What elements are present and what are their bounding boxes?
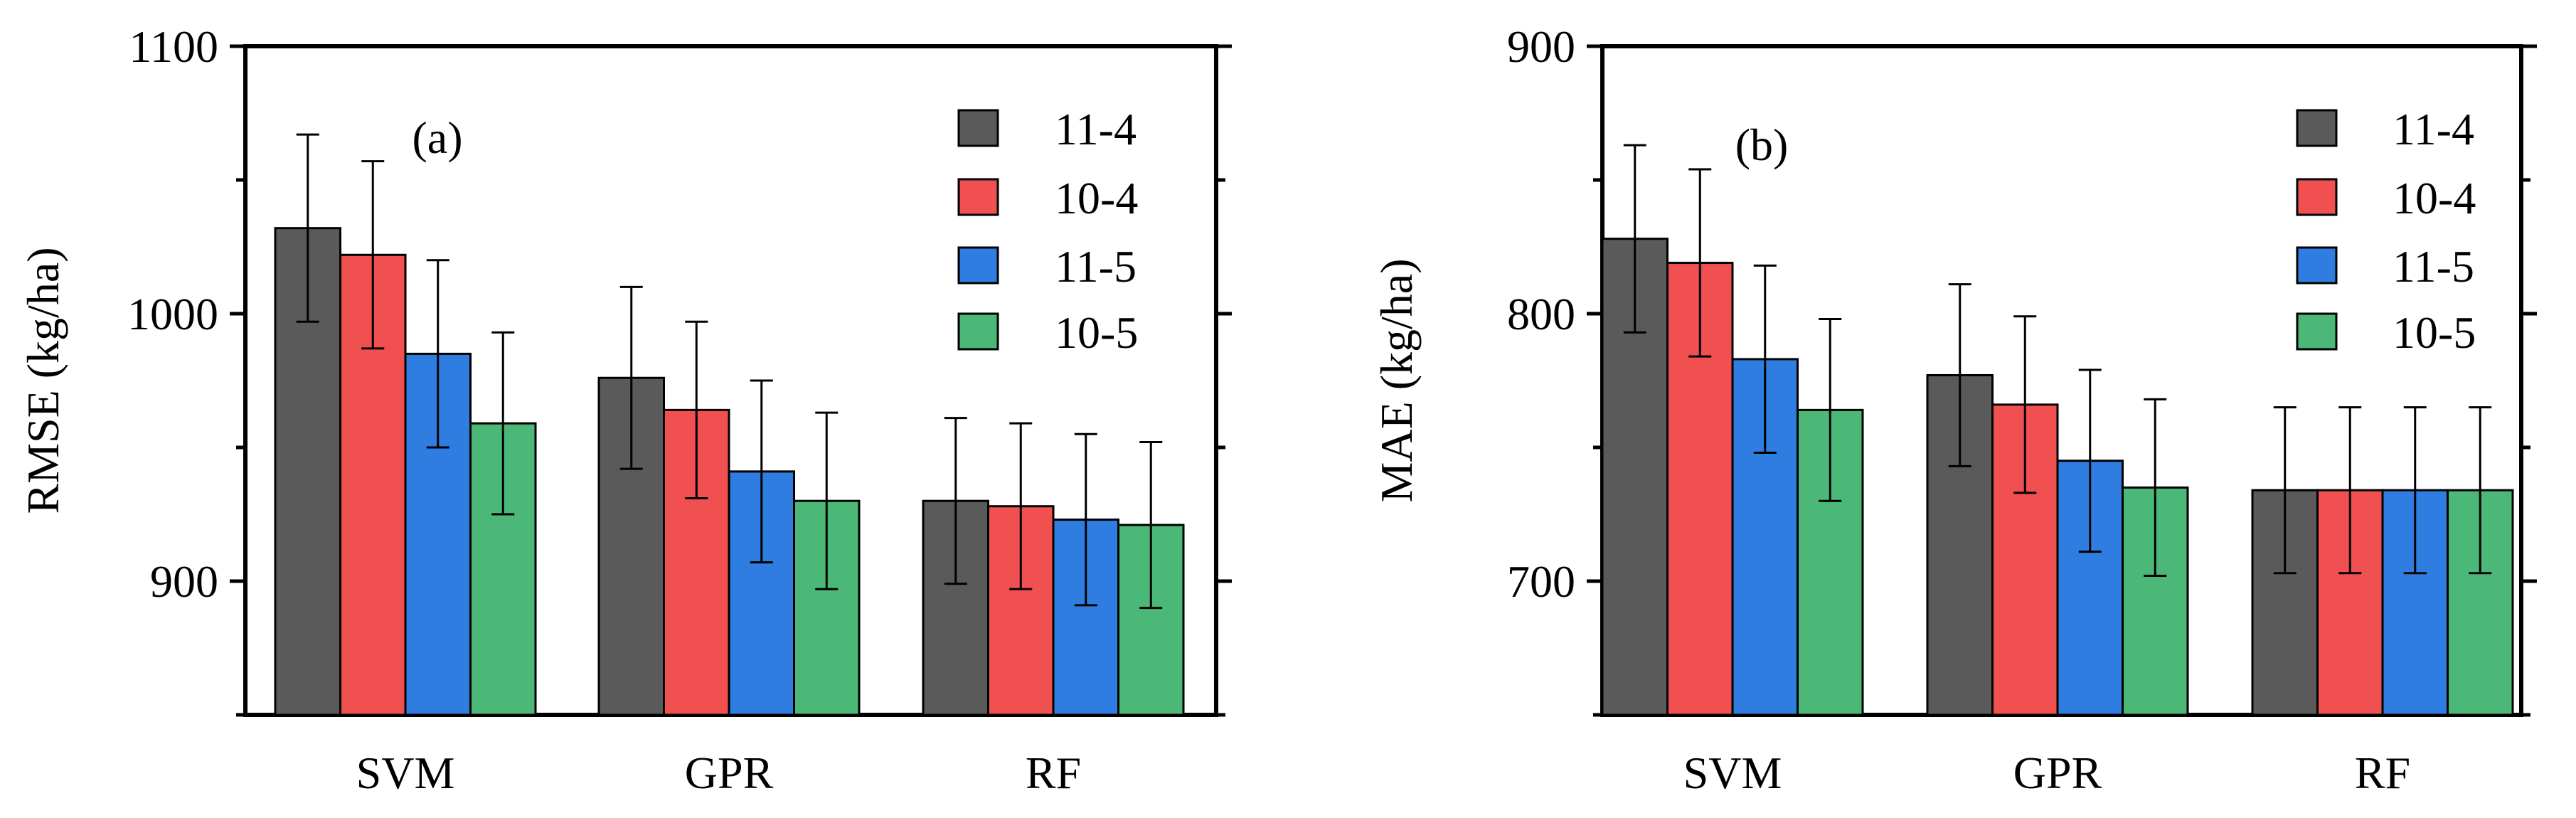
y-tick-label: 700 [1507,556,1575,607]
legend-label: 11-4 [1055,104,1137,154]
x-category-label: SVM [356,748,455,798]
x-category-label: SVM [1683,748,1782,798]
legend-label: 10-5 [1055,307,1138,358]
legend-swatch-11-5 [957,246,999,285]
legend: 11-4 10-4 11-5 10-5 [957,104,1138,358]
y-axis-title: RMSE (kg/ha) [18,247,68,514]
legend-label: 11-4 [2393,104,2474,154]
chart-panel-a: 900 1000 1100 RMSE (kg/ha) (a) SVM GPR RF 11-4 10… [18,21,1232,798]
legend-label: 11-5 [2393,241,2474,292]
panel-label: (a) [412,112,462,163]
x-category-label: RF [1026,748,1081,798]
x-category-label: GPR [685,748,774,798]
legend-swatch-10-5 [2296,312,2338,351]
panel-label: (b) [1735,119,1789,170]
legend-swatch-11-4 [957,109,999,147]
y-tick-label: 900 [150,556,218,607]
legend-swatch-11-5 [2296,246,2338,285]
legend-swatch-10-4 [957,178,999,216]
legend-swatch-10-4 [2296,178,2338,216]
y-tick-label: 900 [1507,21,1575,72]
y-tick-label: 1100 [129,21,218,72]
legend-label: 11-5 [1055,241,1137,292]
y-tick-label: 800 [1507,289,1575,339]
x-category-label: GPR [2013,748,2102,798]
y-tick-label: 1000 [127,289,218,339]
y-axis-title: MAE (kg/ha) [1371,258,1422,502]
legend-swatch-11-4 [2296,109,2338,147]
legend-swatch-10-5 [957,312,999,351]
legend: 11-4 10-4 11-5 10-5 [2296,104,2476,358]
legend-label: 10-4 [2393,173,2476,223]
legend-label: 10-5 [2393,307,2476,358]
x-category-label: RF [2355,748,2410,798]
legend-label: 10-4 [1055,173,1138,223]
